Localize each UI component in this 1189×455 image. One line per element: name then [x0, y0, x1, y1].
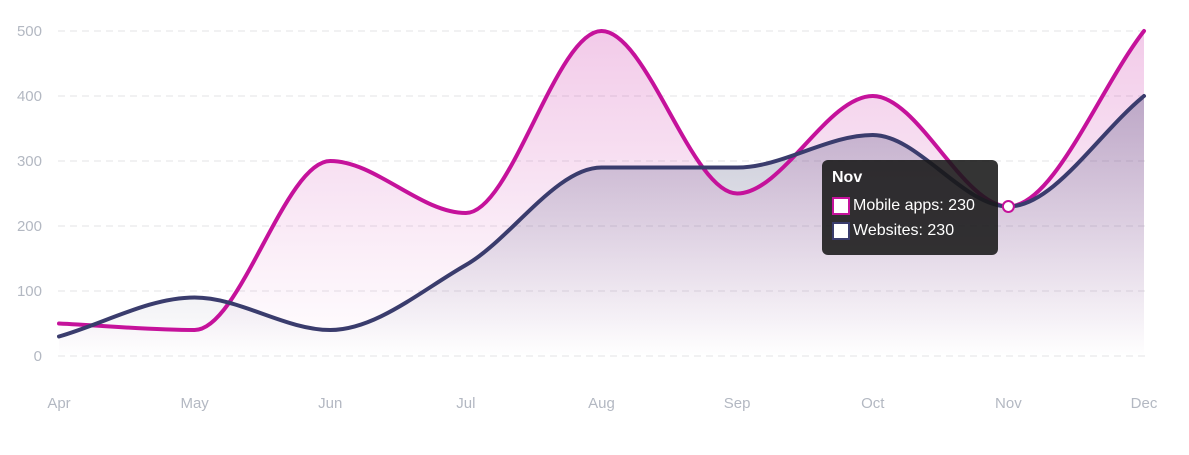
tooltip-swatch-websites	[832, 222, 850, 240]
x-axis-ticks: Apr May Jun Jul Aug Sep Oct Nov Dec	[47, 395, 1158, 412]
y-tick-label: 400	[17, 88, 42, 105]
x-tick-label: Jun	[318, 395, 342, 412]
x-tick-label: Dec	[1131, 395, 1158, 412]
x-tick-label: Oct	[861, 395, 885, 412]
x-tick-label: Sep	[724, 395, 751, 412]
tooltip-title: Nov	[832, 169, 863, 186]
tooltip-row-mobile-apps: Mobile apps: 230	[832, 196, 988, 216]
x-tick-label: Aug	[588, 395, 615, 412]
tooltip-swatch-mobile-apps	[832, 197, 850, 215]
x-tick-label: May	[180, 395, 209, 412]
hover-point-marker	[1001, 200, 1015, 213]
y-tick-label: 200	[17, 218, 42, 235]
tooltip-label-mobile-apps: Mobile apps: 230	[853, 197, 975, 214]
y-tick-label: 500	[17, 23, 42, 40]
chart-tooltip: Nov Mobile apps: 230 Websites: 230	[822, 160, 998, 255]
x-tick-label: Nov	[995, 395, 1022, 412]
x-tick-label: Apr	[47, 395, 70, 412]
y-axis-ticks: 0 100 200 300 400 500	[17, 23, 42, 365]
y-tick-label: 0	[34, 348, 42, 365]
y-tick-label: 300	[17, 153, 42, 170]
tooltip-label-websites: Websites: 230	[853, 222, 955, 239]
x-tick-label: Jul	[456, 395, 475, 412]
y-tick-label: 100	[17, 283, 42, 300]
tooltip-row-websites: Websites: 230	[832, 221, 988, 241]
hover-markers	[1001, 200, 1015, 213]
